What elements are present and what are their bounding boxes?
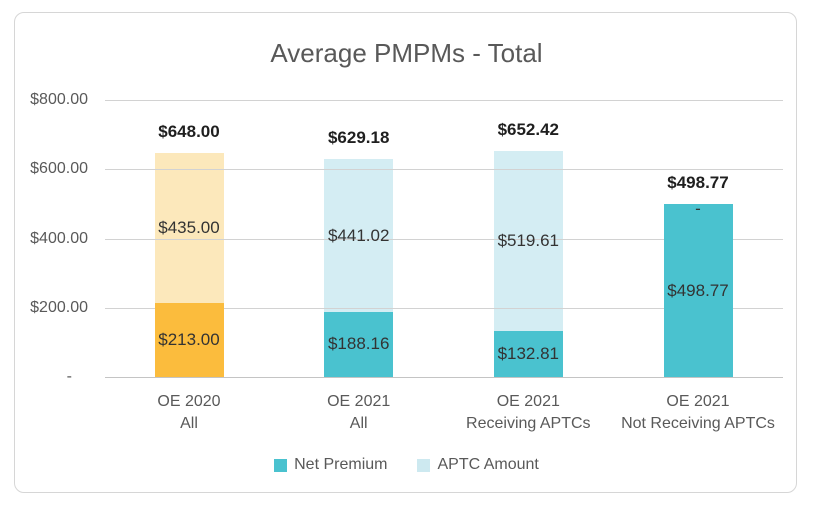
- x-axis-category-label: OE 2020 All: [157, 393, 221, 432]
- total-value-label: $498.77: [667, 173, 729, 193]
- x-axis-category-label: OE 2021 Not Receiving APTCs: [621, 393, 775, 432]
- y-axis-tick-label: -: [66, 368, 72, 385]
- x-axis-category-label: OE 2021 Receiving APTCs: [466, 393, 591, 432]
- segment-value-label: $132.81: [497, 344, 560, 363]
- total-value-label: $629.18: [327, 128, 390, 148]
- segment-value-label: -: [695, 199, 701, 219]
- gridline: [105, 238, 783, 240]
- bar-segment-aptc-amount: [493, 151, 563, 331]
- gridline: [105, 307, 783, 309]
- total-value-label: $648.00: [158, 121, 220, 141]
- legend-item-aptc-amount: APTC Amount: [417, 456, 539, 474]
- legend-marker-aptc-amount-icon: [417, 458, 431, 472]
- x-axis-category-label: OE 2021 All: [327, 393, 391, 432]
- y-axis-tick-label: $400.00: [30, 229, 88, 247]
- gridline: [105, 377, 783, 378]
- y-axis-tick-label: $200.00: [30, 298, 88, 316]
- bar-segment-aptc-amount: [154, 152, 224, 304]
- gridline: [105, 169, 783, 171]
- legend-marker-net-premium-icon: [274, 458, 288, 472]
- segment-value-label: $441.02: [327, 225, 390, 245]
- segment-value-label: $213.00: [158, 330, 220, 350]
- chart-title: Average PMPMs - Total: [270, 38, 543, 68]
- total-value-label: $652.42: [497, 120, 560, 140]
- segment-value-label: $435.00: [158, 217, 220, 237]
- legend-label-net-premium: Net Premium: [294, 456, 388, 473]
- y-axis-tick-label: $800.00: [30, 91, 88, 108]
- bar-segment-net-premium: [324, 311, 394, 377]
- legend: Net Premium APTC Amount: [0, 456, 813, 474]
- bar-segment-aptc-amount: [324, 159, 394, 312]
- bar-segment-net-premium: [663, 204, 733, 377]
- segment-value-label: $498.77: [667, 280, 729, 300]
- bar-segment-net-premium: [493, 331, 563, 377]
- gridline: [105, 100, 783, 101]
- bar-segment-net-premium: [154, 303, 224, 377]
- legend-label-aptc-amount: APTC Amount: [437, 456, 539, 473]
- y-axis-tick-label: $600.00: [30, 160, 88, 178]
- segment-value-label: $188.16: [327, 334, 390, 354]
- legend-item-net-premium: Net Premium: [274, 456, 387, 474]
- segment-value-label: $519.61: [497, 231, 560, 251]
